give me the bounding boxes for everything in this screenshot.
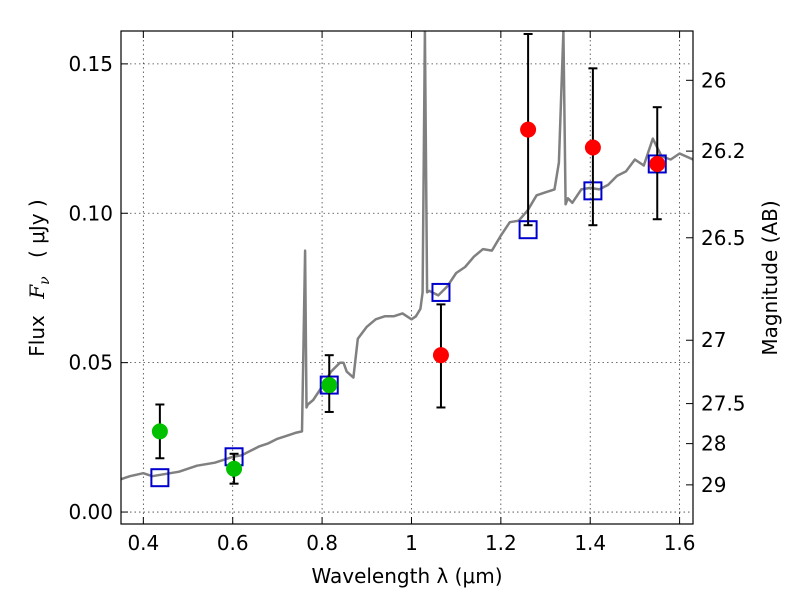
x-tick-label: 0.4 bbox=[127, 531, 159, 555]
y-tick-label: 0.05 bbox=[68, 351, 113, 375]
observed-point bbox=[584, 139, 601, 156]
y-axis-label-prefix: Flux bbox=[25, 315, 49, 357]
x-tick-label: 0.8 bbox=[306, 531, 338, 555]
series-line-0 bbox=[121, 31, 693, 481]
plot-area bbox=[121, 31, 693, 488]
model-point bbox=[150, 468, 170, 488]
x-tick-label: 0.6 bbox=[217, 531, 249, 555]
y-axis-label: Flux Fν ( μJy ) bbox=[25, 199, 54, 356]
magnitude-tick-label: 26.2 bbox=[701, 139, 746, 163]
observed-point bbox=[649, 155, 666, 172]
observed-point bbox=[151, 423, 168, 440]
x-axis: 0.4 0.6 0.8 1 1.2 1.4 1.6 bbox=[127, 31, 696, 555]
grid-lines bbox=[121, 31, 693, 524]
series-circle-3 bbox=[432, 32, 666, 409]
x-tick-label: 1.6 bbox=[664, 531, 696, 555]
x-axis-label: Wavelength λ (μm) bbox=[311, 564, 502, 588]
magnitude-tick-label: 28 bbox=[701, 432, 726, 456]
magnitude-tick-label: 26.5 bbox=[701, 226, 746, 250]
y-tick-label: 0.15 bbox=[68, 52, 113, 76]
magnitude-tick-label: 29 bbox=[701, 473, 726, 497]
y-tick-label: 0.00 bbox=[68, 500, 113, 524]
magnitude-tick-label: 26 bbox=[701, 68, 726, 92]
y-axis: 0.00 0.05 0.10 0.15 bbox=[68, 52, 128, 524]
y-tick-label: 0.10 bbox=[68, 201, 113, 225]
model-point bbox=[431, 282, 451, 302]
magnitude-axis: 26 26.2 26.5 27 27.5 28 29 bbox=[686, 68, 746, 497]
observed-point bbox=[226, 460, 243, 477]
x-tick-label: 1 bbox=[405, 531, 418, 555]
y-axis-unit: ( μJy ) bbox=[25, 199, 49, 258]
spectrum-line bbox=[121, 31, 693, 481]
series-square-1 bbox=[150, 154, 667, 488]
observed-point bbox=[321, 377, 338, 394]
svg-text:Flux Fν ( μJy ): Flux Fν ( μJy ) bbox=[25, 199, 54, 356]
x-tick-label: 1.4 bbox=[574, 531, 606, 555]
series-circle-2 bbox=[151, 354, 338, 485]
y-axis-symbol: F bbox=[25, 284, 49, 300]
x-tick-label: 1.2 bbox=[485, 531, 517, 555]
observed-point bbox=[432, 347, 449, 364]
magnitude-axis-label: Magnitude (AB) bbox=[758, 200, 782, 355]
y-axis-symbol-sub: ν bbox=[37, 276, 53, 285]
magnitude-tick-label: 27.5 bbox=[701, 392, 746, 416]
plot-frame bbox=[120, 30, 694, 525]
magnitude-tick-label: 27 bbox=[701, 328, 726, 352]
observed-point bbox=[520, 121, 537, 138]
